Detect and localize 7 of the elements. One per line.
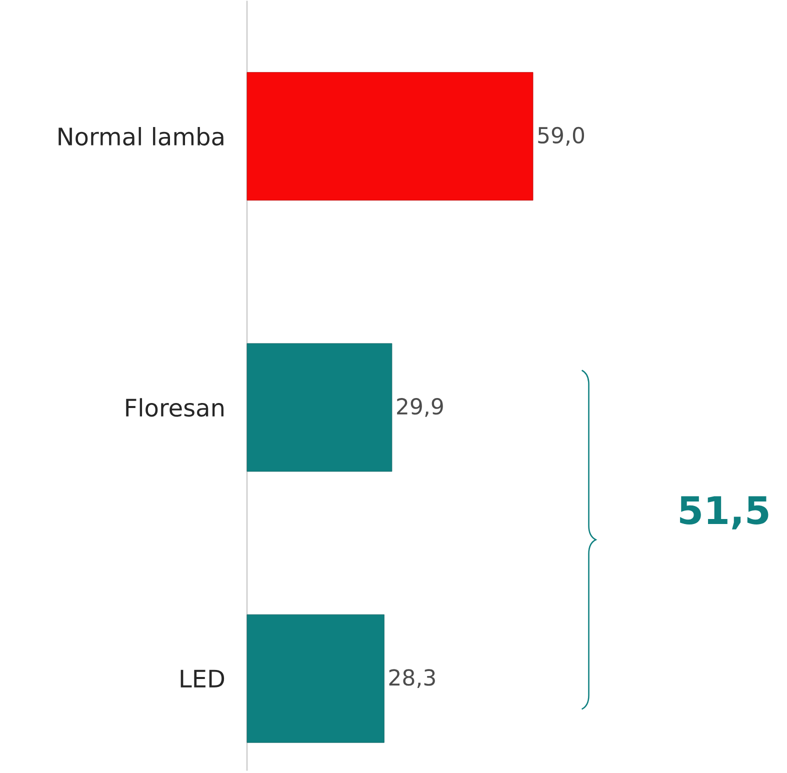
y-tick-label: LED (180, 670, 224, 688)
data-label: 59,0 (538, 127, 584, 146)
data-label: 28,3 (389, 669, 435, 688)
text: 51,5 (680, 496, 768, 530)
data-label: 29,9 (397, 398, 443, 418)
y-tick-label: Floresan (126, 398, 224, 417)
y-tick-label: Normal lamba (58, 127, 224, 146)
